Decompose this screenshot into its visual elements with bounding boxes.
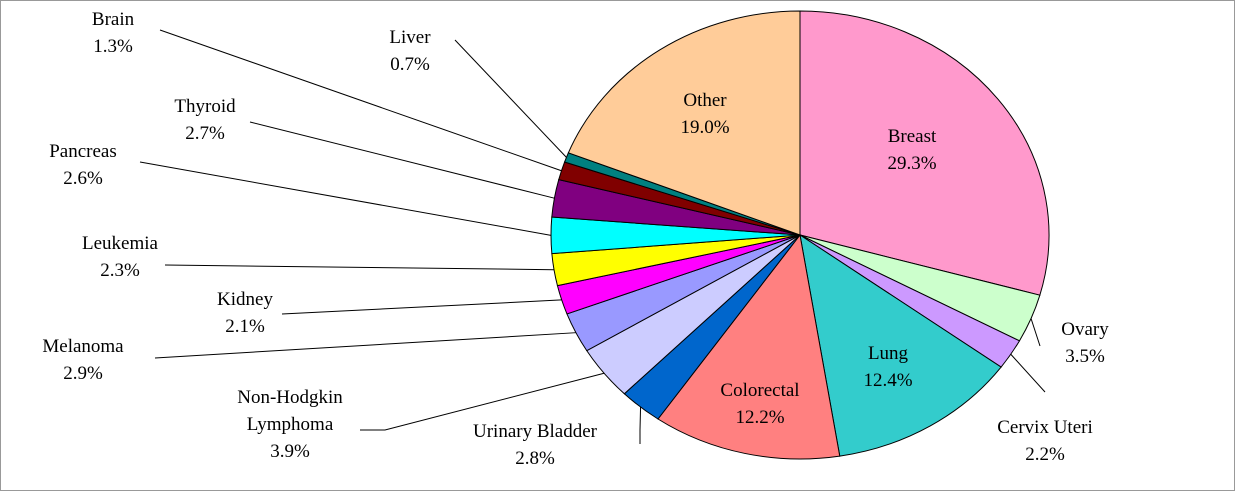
leader-line — [639, 407, 642, 444]
category-label: Ovary — [1061, 319, 1109, 340]
slice-label: Ovary 3.5% — [1061, 316, 1108, 370]
leader-line — [249, 121, 555, 199]
slice-label: Pancreas 2.6% — [49, 138, 117, 192]
leader-line — [164, 264, 555, 271]
value-label: 2.6% — [63, 168, 103, 189]
value-label: 2.3% — [100, 260, 140, 281]
slice-label: Urinary Bladder 2.8% — [473, 418, 597, 472]
slice-label: Other 19.0% — [680, 87, 729, 141]
slice-label: Liver 0.7% — [389, 24, 430, 78]
slice-label: Breast 29.3% — [887, 123, 936, 177]
category-label: Brain — [91, 9, 135, 30]
category-label: Leukemia — [82, 233, 158, 254]
category-label: Lung — [867, 343, 909, 364]
category-label: Urinary Bladder — [473, 421, 597, 442]
category-label: Liver — [389, 27, 431, 48]
category-label: Other — [683, 90, 727, 111]
leader-line — [454, 39, 567, 158]
slice-label: Lung 12.4% — [863, 340, 912, 394]
category-label: Pancreas — [49, 141, 117, 162]
category-label: Colorectal — [720, 380, 800, 401]
slice-label: Cervix Uteri 2.2% — [997, 414, 1093, 468]
category-label: Thyroid — [174, 96, 236, 117]
value-label: 12.2% — [735, 407, 785, 428]
leader-line — [281, 299, 562, 315]
leader-line — [1030, 318, 1041, 347]
value-label: 2.8% — [515, 448, 555, 469]
slice-label: Melanoma 2.9% — [42, 333, 123, 387]
value-label: 29.3% — [887, 153, 937, 174]
pie-slice — [799, 10, 1050, 296]
category-label: Melanoma — [42, 336, 124, 357]
leader-line — [159, 29, 562, 172]
category-label: Non-Hodgkin Lymphoma — [237, 387, 343, 435]
slice-label: Leukemia 2.3% — [82, 230, 158, 284]
value-label: 19.0% — [680, 117, 730, 138]
value-label: 2.9% — [63, 363, 103, 384]
leader-line — [1010, 353, 1046, 393]
pie-slice — [799, 233, 1002, 457]
pie-slice — [567, 10, 801, 236]
value-label: 3.9% — [270, 441, 310, 462]
slice-label: Colorectal 12.2% — [720, 377, 799, 431]
value-label: 2.2% — [1025, 444, 1065, 465]
category-label: Breast — [887, 126, 937, 147]
leader-line — [139, 161, 552, 236]
slice-label: Kidney 2.1% — [217, 286, 273, 340]
value-label: 12.4% — [863, 370, 913, 391]
slice-label: Non-Hodgkin Lymphoma 3.9% — [225, 384, 355, 465]
pie-slice — [657, 233, 841, 460]
slice-label: Thyroid 2.7% — [174, 93, 235, 147]
value-label: 1.3% — [93, 36, 133, 57]
leader-line — [360, 372, 605, 431]
category-label: Cervix Uteri — [997, 417, 1093, 438]
value-label: 2.1% — [225, 316, 265, 337]
leader-line — [154, 332, 576, 359]
slice-label: Brain 1.3% — [92, 6, 134, 60]
category-label: Kidney — [217, 289, 273, 310]
value-label: 3.5% — [1065, 346, 1105, 367]
value-label: 0.7% — [390, 54, 430, 75]
value-label: 2.7% — [185, 123, 225, 144]
